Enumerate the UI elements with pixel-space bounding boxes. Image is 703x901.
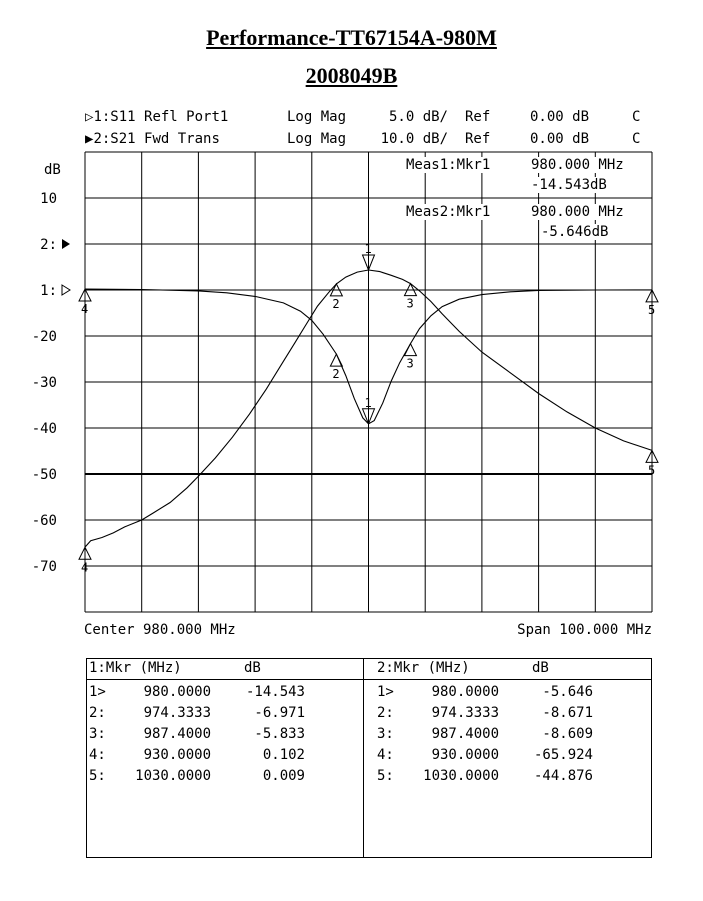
y-tick-label: -60 <box>32 513 57 529</box>
table-row-freq: 930.0000 <box>143 747 211 763</box>
marker-label: 5 <box>648 303 655 317</box>
trace1-flag: C <box>632 109 641 125</box>
table-row-freq: 1030.0000 <box>423 768 499 784</box>
marker-label: 1 <box>365 396 372 410</box>
table-row-id: 1> <box>377 684 394 700</box>
trace1-format: Log Mag <box>287 109 347 125</box>
marker-label: 3 <box>406 297 413 311</box>
table-row-id: 4: <box>89 747 106 763</box>
trace2-format: Log Mag <box>287 131 347 147</box>
table-row-freq: 980.0000 <box>143 684 211 700</box>
meas2-freq: 980.000 MHz <box>531 204 624 220</box>
right-header-mkr: 2:Mkr (MHz) <box>377 660 470 676</box>
table-row-freq: 974.3333 <box>143 705 211 721</box>
page-subtitle: 2008049B <box>305 63 398 88</box>
marker-label: 3 <box>406 357 413 371</box>
trace-line-1 <box>84 288 653 425</box>
trace2-scale: 10.0 dB/ <box>380 131 448 147</box>
page-title: Performance-TT67154A-980M <box>206 25 497 50</box>
table-row-id: 1> <box>89 684 106 700</box>
marker-label: 4 <box>81 302 88 316</box>
marker-triangle-icon <box>361 254 376 272</box>
trace1-ref-value: 0.00 dB <box>530 109 590 125</box>
table-row-freq: 930.0000 <box>431 747 499 763</box>
trace2-flag: C <box>632 131 641 147</box>
marker-triangle-icon <box>645 288 659 303</box>
marker-label: 5 <box>648 463 655 477</box>
table-row-id: 2: <box>89 705 106 721</box>
y-tick-label: 2: <box>40 237 57 253</box>
trace1-label: 1:S11 Refl Port1 <box>93 109 229 125</box>
meas2-value: -5.646dB <box>541 224 609 240</box>
table-row-value: -65.924 <box>533 747 593 763</box>
marker-label: 1 <box>365 242 372 256</box>
left-header-db: dB <box>244 660 261 676</box>
trace1-marker-icon: ▷ <box>85 109 94 125</box>
trace1-scale: 5.0 dB/ <box>388 109 448 125</box>
center-frequency-label: Center 980.000 MHz <box>84 622 236 638</box>
y-tick-label: -30 <box>32 375 57 391</box>
marker-label: 2 <box>332 297 339 311</box>
meas2-label: Meas2:Mkr1 <box>406 204 491 220</box>
table-row-freq: 987.4000 <box>431 726 499 742</box>
table-row-value: -8.671 <box>542 705 593 721</box>
table-row-id: 4: <box>377 747 394 763</box>
trace2-label: 2:S21 Fwd Trans <box>93 131 220 147</box>
table-row-id: 5: <box>377 768 394 784</box>
ref2-arrow-icon <box>62 239 70 249</box>
y-tick-label: -50 <box>32 467 57 483</box>
table-row-id: 5: <box>89 768 106 784</box>
ref1-arrow-icon <box>61 284 71 296</box>
table-row-value: -5.646 <box>542 684 593 700</box>
y-tick-label: -40 <box>32 421 57 437</box>
meas1-freq: 980.000 MHz <box>531 157 624 173</box>
trace-header-2: ▶2:S21 Fwd Trans <box>85 131 220 147</box>
y-tick-label: -20 <box>32 329 57 345</box>
y-tick-label: -70 <box>32 559 57 575</box>
table-row-id: 3: <box>89 726 106 742</box>
trace2-ref-value: 0.00 dB <box>530 131 590 147</box>
trace2-marker-icon: ▶ <box>85 131 94 147</box>
marker-triangle-icon <box>329 353 344 367</box>
trace-line-2 <box>84 269 653 548</box>
table-header-rule <box>87 679 651 680</box>
table-row-value: 0.102 <box>262 747 305 763</box>
table-row-id: 3: <box>377 726 394 742</box>
span-label: Span 100.000 MHz <box>517 622 652 638</box>
table-row-id: 2: <box>377 705 394 721</box>
trace1-ref: Ref <box>465 109 491 125</box>
marker-triangle-icon <box>329 282 344 297</box>
left-header-mkr: 1:Mkr (MHz) <box>89 660 182 676</box>
table-row-freq: 974.3333 <box>431 705 499 721</box>
table-row-value: 0.009 <box>262 768 305 784</box>
marker-triangle-icon <box>361 408 376 426</box>
table-row-value: -14.543 <box>245 684 305 700</box>
table-row-freq: 987.4000 <box>143 726 211 742</box>
right-header-db: dB <box>532 660 549 676</box>
marker-triangle-icon <box>645 449 659 463</box>
meas1-label: Meas1:Mkr1 <box>406 157 491 173</box>
table-row-freq: 1030.0000 <box>135 768 211 784</box>
meas1-value: -14.543dB <box>531 177 607 193</box>
marker-label: 4 <box>81 560 88 574</box>
table-divider <box>363 659 364 857</box>
y-tick-label: 10 <box>40 191 57 207</box>
y-unit-label: dB <box>44 162 61 178</box>
trace2-ref: Ref <box>465 131 491 147</box>
marker-triangle-icon <box>78 287 92 302</box>
y-tick-label: 1: <box>40 283 57 299</box>
marker-triangle-icon <box>403 282 418 297</box>
table-row-freq: 980.0000 <box>431 684 499 700</box>
table-row-value: -44.876 <box>533 768 593 784</box>
table-row-value: -8.609 <box>542 726 593 742</box>
marker-triangle-icon <box>403 342 418 357</box>
marker-triangle-icon <box>78 546 92 560</box>
marker-label: 2 <box>332 367 339 381</box>
marker-table: 1:Mkr (MHz) dB 2:Mkr (MHz) dB 1> 980.0000… <box>86 658 652 858</box>
trace-header-1: ▷1:S11 Refl Port1 <box>85 109 228 125</box>
table-row-value: -5.833 <box>254 726 305 742</box>
table-row-value: -6.971 <box>254 705 305 721</box>
